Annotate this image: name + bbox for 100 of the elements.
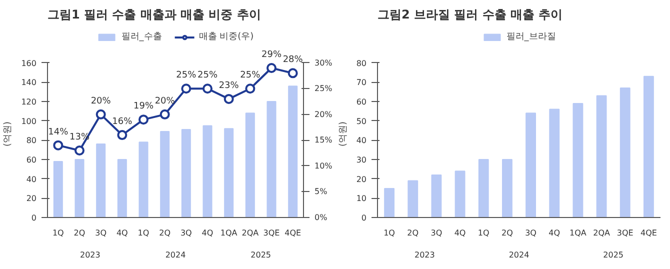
point [266,63,276,74]
y-tick-label: 80 [26,136,37,146]
x-tick-label: 3QE [616,228,634,238]
bar [53,160,63,218]
x-tick-label: 2QA [593,228,610,238]
bar [431,174,442,218]
bar [266,101,276,218]
point [181,84,192,94]
y2-tick-label: 10% [314,161,333,170]
data-label: 23% [218,80,240,91]
x-tick-label: 3Q [430,228,442,238]
point [53,140,64,150]
text: 2025 [603,250,624,260]
bar [620,88,630,218]
data-label: 16% [112,117,133,128]
x-tick-label: 3Q [525,228,536,238]
bar [74,159,84,218]
data-label: 20% [154,96,176,106]
bar [502,159,512,218]
bar [454,170,466,218]
point [202,84,212,94]
data-label: 25% [198,70,218,81]
y-tick-label: 0 [361,214,367,222]
bar [202,125,212,218]
x-tick-label: 1Q [138,228,150,238]
y-tick-label: 20 [356,174,367,184]
point [74,146,84,156]
y2-tick-label: 25% [314,84,333,94]
point [288,68,298,78]
y2-tick-label: 30% [314,58,333,68]
legend-label: 필러_브라질 [506,31,556,43]
y-tick-label: 30 [356,156,367,165]
y2-tick-label: 5% [314,187,328,196]
x-tick-label: 2Q [502,228,513,238]
y-tick-label: 60 [26,156,37,165]
bar [596,95,607,218]
bar [478,159,489,218]
y-tick-label: 40 [26,174,37,184]
bar [138,142,148,218]
x-tick-label: 1QA [570,228,587,238]
point [96,109,106,120]
y-tick-label: 70 [356,78,367,88]
data-label: 20% [90,96,112,106]
point [138,114,148,125]
y-tick-label: 160 [21,58,37,68]
bar [181,129,191,218]
legend-label: 필러_수출 [121,31,162,43]
y-tick-label: 20 [26,194,37,204]
y-tick-label: 60 [356,98,367,107]
bar [643,76,654,218]
data-label: 28% [282,55,304,66]
x-tick-label: 4Q [454,228,466,238]
text: 2023 [80,250,100,260]
y-axis-title: (억원) [3,121,14,147]
y-tick-label: 80 [356,58,367,68]
bar [245,112,255,218]
x-tick-label: 4QE [284,228,302,238]
x-tick-label: 2QA [242,228,260,238]
bar [224,128,234,218]
x-tick-label: 4QE [640,228,657,238]
text: 2024 [165,250,186,260]
bar [96,144,106,218]
point [117,130,128,140]
x-tick-label: 4Q [202,228,214,238]
x-tick-label: 4Q [116,228,128,238]
y-tick-label: 140 [21,78,37,88]
bar [384,188,395,218]
y-tick-label: 10 [356,194,367,204]
text: 2024 [508,250,530,260]
y-axis-title: (억원) [338,121,348,147]
bar [549,108,560,218]
y2-tick-label: 15% [314,136,333,145]
bar [288,86,298,218]
data-label: 29% [262,50,282,60]
chart-title: 그림2 브라질 필러 수출 매출 추이 [378,8,563,22]
x-tick-label: 2Q [159,228,171,238]
x-tick-label: 3QE [263,228,280,238]
bar [572,102,584,218]
text: 2025 [250,250,272,260]
y-tick-label: 0 [31,214,37,222]
x-tick-label: 2Q [407,228,419,238]
y-tick-label: 40 [356,136,367,146]
point [160,109,170,120]
legend-label: 매출 비중(우) [198,31,254,43]
x-tick-label: 1Q [52,228,64,238]
x-tick-label: 1Q [478,228,490,238]
x-tick-label: 4Q [548,228,560,238]
x-tick-label: 1QA [220,228,238,238]
data-label: 25% [240,70,261,81]
y2-tick-label: 20% [314,110,333,119]
point [224,94,234,104]
point [245,84,256,94]
data-label: 14% [48,127,69,138]
bar [408,180,418,218]
chart-title: 그림1 필러 수출 매출과 매출 비중 추이 [48,8,261,22]
x-tick-label: 1Q [384,228,395,238]
bar [117,159,127,218]
x-tick-label: 2Q [74,228,86,238]
data-label: 25% [176,70,197,81]
y-tick-label: 100 [21,116,37,126]
